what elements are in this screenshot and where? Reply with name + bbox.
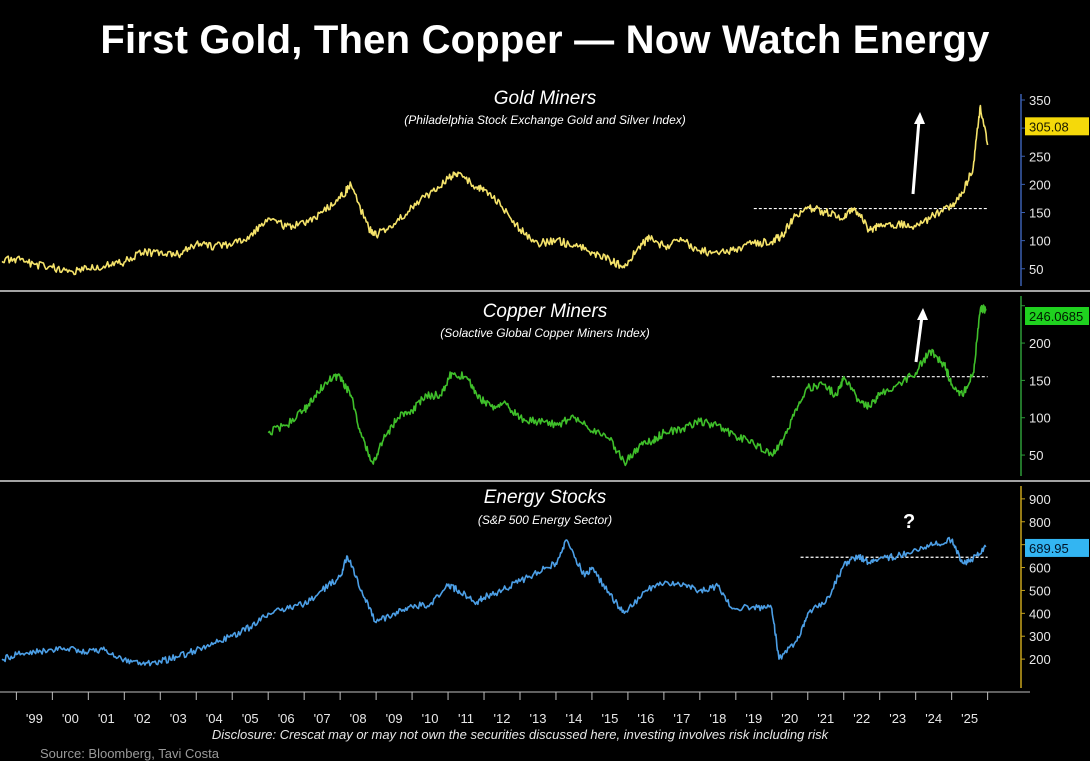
- trend-arrow-icon: [917, 308, 928, 320]
- x-tick-label: '24: [925, 711, 942, 726]
- disclosure-text: Disclosure: Crescat may or may not own t…: [211, 727, 829, 742]
- x-tick-label: '18: [709, 711, 726, 726]
- last-value-tag: 689.95: [1025, 538, 1089, 557]
- y-tick-label: 50: [1029, 448, 1043, 463]
- x-tick-label: '15: [601, 711, 618, 726]
- trend-arrow-shaft: [914, 315, 924, 363]
- x-tick-label: '05: [242, 711, 259, 726]
- y-tick-label: 100: [1029, 411, 1051, 426]
- last-value-tag-bg: [1025, 538, 1089, 557]
- x-tick-label: '14: [565, 711, 582, 726]
- y-tick-label: 150: [1029, 373, 1051, 388]
- trend-arrow-shaft: [911, 119, 921, 195]
- y-tick-label: 200: [1029, 336, 1051, 351]
- trend-arrow-icon: [914, 112, 925, 124]
- y-tick-label: 900: [1029, 492, 1051, 507]
- y-tick-label: 50: [1029, 262, 1043, 277]
- x-tick-label: '25: [961, 711, 978, 726]
- series-line-gold: [1, 104, 989, 276]
- y-tick-label: 400: [1029, 606, 1051, 621]
- y-tick-label: 150: [1029, 206, 1051, 221]
- last-value-tag-bg: [1025, 307, 1089, 325]
- y-tick-label: 100: [1029, 234, 1051, 249]
- x-tick-label: '10: [422, 711, 439, 726]
- chart-main-title: First Gold, Then Copper — Now Watch Ener…: [100, 18, 990, 62]
- x-tick-label: '20: [781, 711, 798, 726]
- panel-energy: Energy Stocks (S&P 500 Energy Sector) 200 3…: [1, 486, 1089, 688]
- x-tick-label: '12: [494, 711, 511, 726]
- last-value-label: 305.08: [1029, 119, 1069, 134]
- series-line-copper: [267, 304, 987, 467]
- x-tick-label: '11: [458, 711, 474, 726]
- panel-copper: Copper Miners (Solactive Global Copper Mi…: [0, 296, 1090, 482]
- y-tick-label: 500: [1029, 583, 1051, 598]
- last-value-tag: 246.0685: [1025, 307, 1089, 325]
- y-tick-label: 600: [1029, 561, 1051, 576]
- panel-subtitle: (Solactive Global Copper Miners Index): [440, 326, 649, 340]
- x-tick-label: '08: [350, 711, 367, 726]
- x-tick-label: '00: [62, 711, 79, 726]
- x-tick-label: '17: [673, 711, 690, 726]
- x-tick-label: '99: [26, 711, 43, 726]
- x-tick-label: '21: [817, 711, 834, 726]
- x-tick-label: '02: [134, 711, 151, 726]
- panel-title: Gold Miners: [494, 88, 597, 109]
- x-tick-label: '04: [206, 711, 223, 726]
- panel-gold: Gold Miners (Philadelphia Stock Exchange …: [0, 88, 1090, 292]
- x-tick-label: '19: [745, 711, 762, 726]
- x-tick-label: '13: [530, 711, 547, 726]
- x-tick-label: '06: [278, 711, 295, 726]
- x-tick-label: '07: [314, 711, 331, 726]
- y-tick-label: 250: [1029, 149, 1051, 164]
- x-tick-label: '22: [853, 711, 870, 726]
- x-tick-label: '23: [889, 711, 906, 726]
- last-value-label: 246.0685: [1029, 309, 1083, 324]
- y-tick-label: 200: [1029, 177, 1051, 192]
- y-tick-label: 350: [1029, 93, 1051, 108]
- x-tick-label: '16: [637, 711, 654, 726]
- question-mark-annotation: ?: [903, 511, 915, 533]
- panels-layer: Gold Miners (Philadelphia Stock Exchange …: [0, 88, 1090, 688]
- last-value-label: 689.95: [1029, 541, 1069, 556]
- panel-subtitle: (Philadelphia Stock Exchange Gold and Si…: [404, 113, 686, 127]
- panel-title: Energy Stocks: [484, 487, 607, 508]
- panel-subtitle: (S&P 500 Energy Sector): [478, 513, 612, 527]
- x-axis: '99 '00 '01 '02 '03 '04 '05 '06 '07 '08 '09 '10 '11 '…: [0, 691, 1030, 726]
- last-value-tag: 305.08: [1025, 117, 1089, 136]
- panel-title: Copper Miners: [483, 301, 608, 322]
- y-tick-label: 800: [1029, 515, 1051, 530]
- x-tick-label: '01: [98, 711, 115, 726]
- x-tick-label: '09: [386, 711, 403, 726]
- y-tick-label: 200: [1029, 652, 1051, 667]
- y-tick-label: 300: [1029, 629, 1051, 644]
- series-line-energy: [1, 536, 987, 667]
- last-value-tag-bg: [1025, 117, 1089, 136]
- x-tick-label: '03: [170, 711, 187, 726]
- source-text: Source: Bloomberg, Tavi Costa: [40, 746, 219, 761]
